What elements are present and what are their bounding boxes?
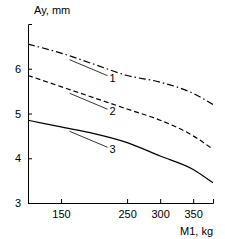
x-tick-label: 300 <box>151 208 169 220</box>
x-tick-mark <box>61 199 62 203</box>
y-tick-label: 3 <box>15 197 21 209</box>
leader-line <box>70 93 108 109</box>
series-label: 3 <box>110 143 116 155</box>
x-axis: 150 250 300 350 <box>29 199 214 220</box>
y-tick: 5 <box>15 108 32 120</box>
x-tick-label: 150 <box>52 208 70 220</box>
x-tick-label: 350 <box>184 208 202 220</box>
leader-line <box>70 131 108 147</box>
x-tick-mark <box>127 199 128 203</box>
y-tick-label: 5 <box>15 108 21 120</box>
series-label: 2 <box>110 105 116 117</box>
y-axis: 3 4 5 6 <box>15 25 32 210</box>
x-tick: 150 <box>52 199 70 220</box>
line-3 <box>28 120 213 183</box>
y-axis-line <box>29 25 33 204</box>
series-group <box>28 44 213 183</box>
leader-line <box>70 60 108 76</box>
y-tick: 6 <box>15 63 32 75</box>
line-2 <box>28 75 213 149</box>
x-axis-line <box>29 199 214 204</box>
y-tick-mark <box>28 203 32 204</box>
series-label: 1 <box>110 72 116 84</box>
x-tick: 300 <box>151 199 169 220</box>
y-tick: 4 <box>15 152 32 164</box>
x-axis-title: M1, kg <box>180 225 213 237</box>
y-tick-mark <box>28 158 32 159</box>
chart: 150 250 300 350 3 4 5 6 Ay, mm M1, kg 1 2 3 <box>0 0 225 239</box>
x-tick-mark <box>193 199 194 203</box>
y-axis-title: Ay, mm <box>34 4 70 16</box>
y-tick: 3 <box>15 197 32 209</box>
series-labels: 1 2 3 <box>70 60 116 156</box>
y-tick-label: 6 <box>15 63 21 75</box>
x-tick: 350 <box>184 199 202 220</box>
x-tick-mark <box>160 199 161 203</box>
y-tick-mark <box>28 114 32 115</box>
plot-area: 150 250 300 350 3 4 5 6 Ay, mm M1, kg 1 2 3 <box>15 4 214 237</box>
y-tick-mark <box>28 69 32 70</box>
x-tick-label: 250 <box>118 208 136 220</box>
line-1 <box>28 44 213 104</box>
x-tick: 250 <box>118 199 136 220</box>
y-tick-label: 4 <box>15 152 21 164</box>
